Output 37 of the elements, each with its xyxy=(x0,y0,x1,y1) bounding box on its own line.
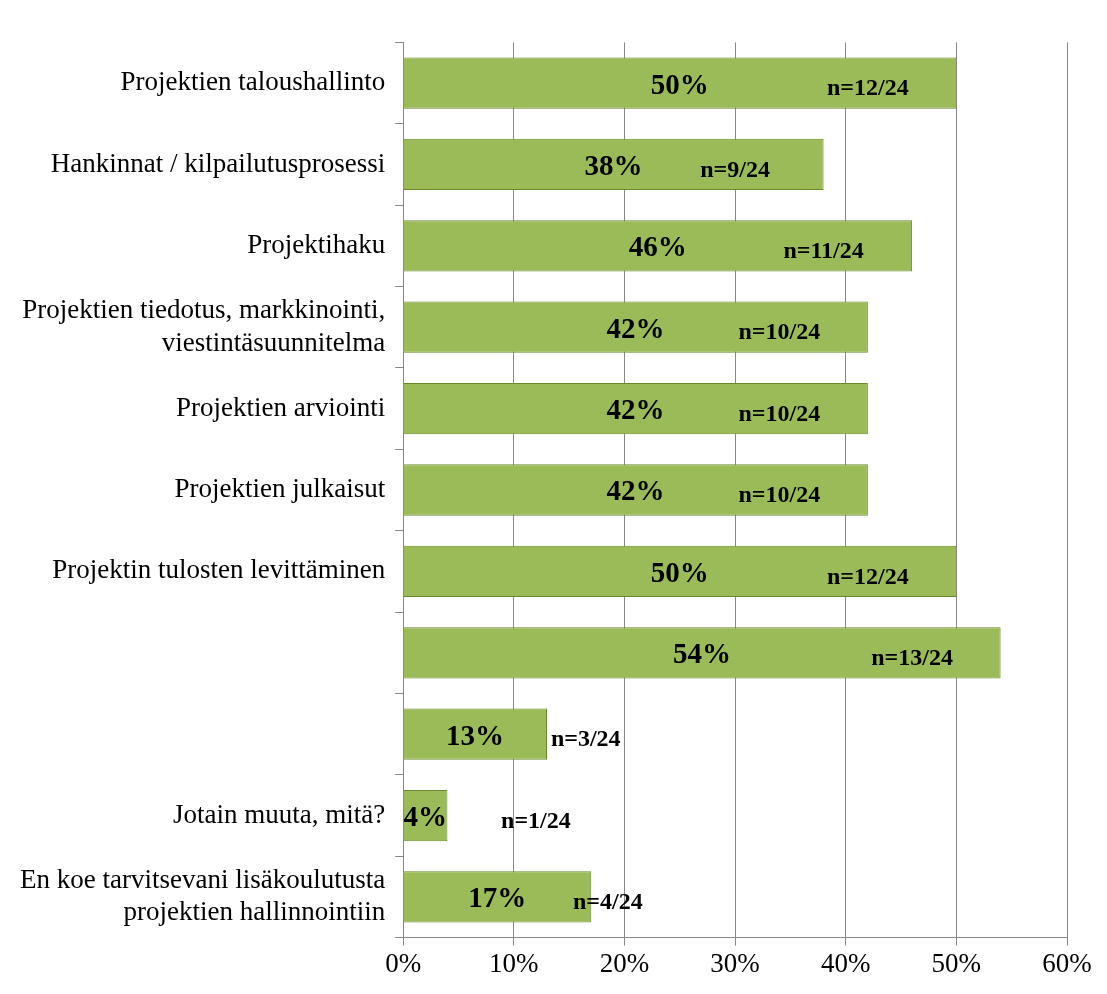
y-tick-label: Projektien julkaisut xyxy=(174,473,386,504)
x-tick-label: 10% xyxy=(489,947,539,978)
y-tick-label: Hankinnat / kilpailutusprosessi xyxy=(50,147,386,178)
y-tick-label: Projektien tiedotus, markkinointi, viestintäsuunnitelma xyxy=(22,294,386,357)
y-tick-label: Projektihaku xyxy=(247,228,386,259)
x-tick-label: 0% xyxy=(385,947,422,978)
annotation: n=13/24 xyxy=(871,643,953,670)
annotation: n=11/24 xyxy=(783,237,864,264)
y-tick-label: Projektien arviointi xyxy=(175,391,386,422)
data-label: 13% xyxy=(446,718,505,751)
data-label: 50% xyxy=(650,67,709,100)
x-tick-label: 50% xyxy=(931,947,982,978)
annotation: n=9/24 xyxy=(700,155,770,182)
annotation: n=3/24 xyxy=(550,725,621,752)
annotation: n=10/24 xyxy=(738,399,821,426)
annotation: n=12/24 xyxy=(827,562,909,589)
data-label: 17% xyxy=(468,881,527,914)
data-label: 42% xyxy=(606,474,665,507)
x-tick-label: 60% xyxy=(1042,947,1092,978)
x-tick-label: 30% xyxy=(710,947,760,978)
annotation: n=10/24 xyxy=(738,481,821,508)
data-label: 42% xyxy=(606,311,665,344)
y-tick-label: Jotain muuta, mitä? xyxy=(172,798,386,829)
data-label: 42% xyxy=(606,393,665,426)
x-tick-label: 20% xyxy=(599,947,650,978)
data-label: 38% xyxy=(584,148,643,181)
y-tick-label: Projektien taloushallinto xyxy=(120,66,386,97)
data-label: 50% xyxy=(650,555,709,588)
annotation: n=10/24 xyxy=(738,318,821,345)
data-label: 54% xyxy=(672,637,731,670)
y-tick-label: En koe tarvitsevani lisäkoulutusta projektien hallinnointiin xyxy=(19,863,386,927)
data-label: 46% xyxy=(628,230,687,263)
annotation: n=1/24 xyxy=(501,806,571,833)
y-tick-label: Projektin tulosten levittäminen xyxy=(52,554,386,585)
x-tick-label: 40% xyxy=(820,947,871,978)
annotation: n=12/24 xyxy=(827,74,909,101)
data-label: 4% xyxy=(403,800,448,833)
